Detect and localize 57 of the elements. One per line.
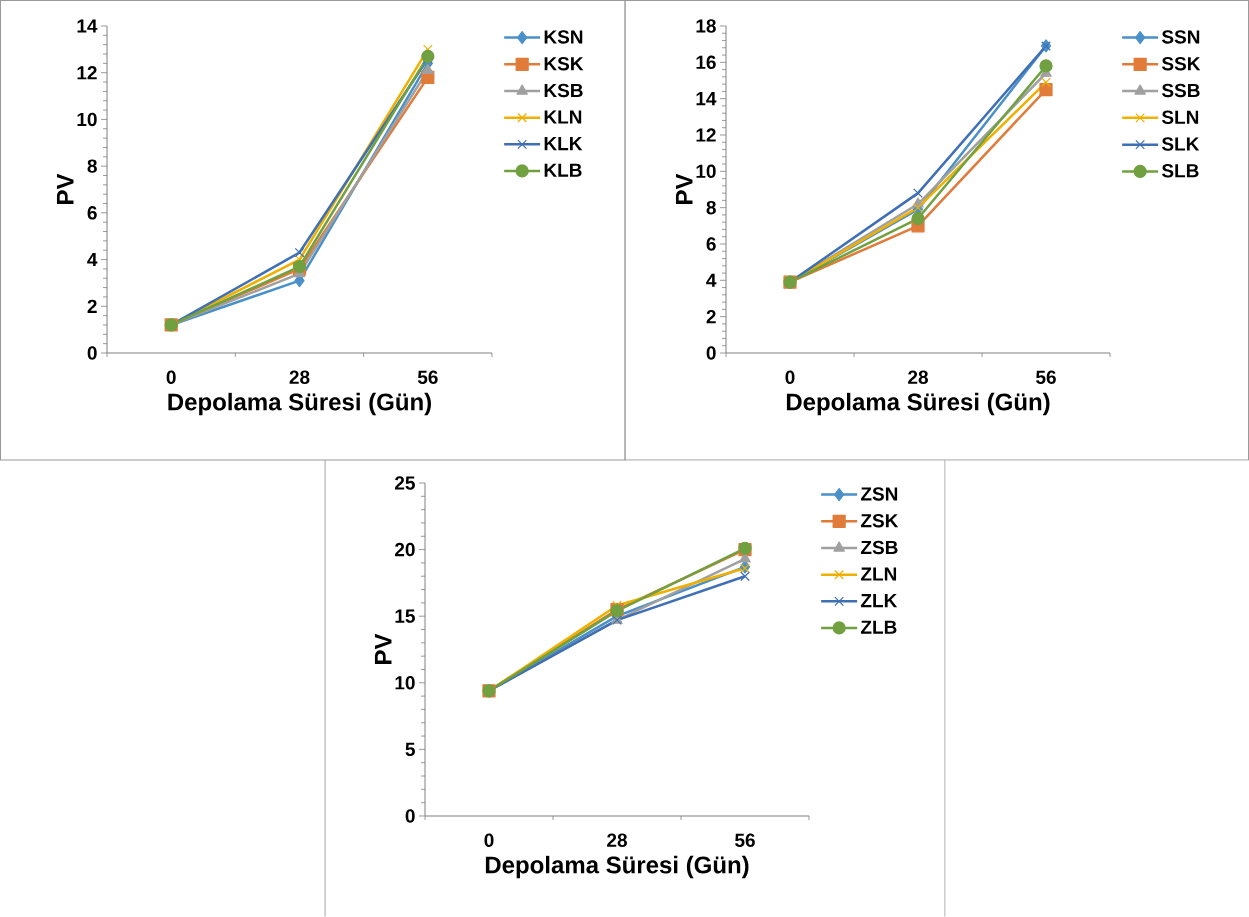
y-tick-label: 14 bbox=[77, 19, 98, 33]
y-tick-label: 10 bbox=[77, 112, 97, 127]
y-tick-label: 2 bbox=[706, 310, 716, 324]
y-tick-label: 4 bbox=[706, 273, 717, 287]
legend-label: SSN bbox=[1161, 30, 1200, 44]
x-tick-label: 28 bbox=[607, 833, 627, 847]
x-axis-title: Depolama Süresi (Gün) bbox=[786, 392, 1050, 416]
legend-label: KSK bbox=[544, 56, 584, 71]
legend-label: ZSK bbox=[860, 513, 899, 528]
y-tick-label: 8 bbox=[706, 200, 716, 215]
legend-label: ZSB bbox=[860, 540, 898, 555]
legend-label: ZLK bbox=[860, 594, 898, 608]
legend-label: KLB bbox=[544, 163, 582, 177]
x-tick-label: 56 bbox=[735, 833, 755, 847]
legend-label: KLK bbox=[544, 137, 583, 151]
y-tick-label: 6 bbox=[706, 237, 716, 251]
y-tick-label: 12 bbox=[696, 128, 716, 142]
y-tick-label: 12 bbox=[77, 66, 97, 80]
y-tick-label: 15 bbox=[395, 609, 415, 623]
y-tick-label: 4 bbox=[87, 253, 98, 267]
y-tick-label: 0 bbox=[706, 346, 716, 360]
legend-label: ZLB bbox=[860, 620, 897, 634]
x-tick-label: 56 bbox=[1036, 370, 1056, 384]
x-tick-label: 0 bbox=[785, 370, 795, 384]
y-tick-label: 18 bbox=[696, 19, 716, 33]
y-tick-label: 8 bbox=[87, 159, 97, 173]
y-tick-label: 0 bbox=[405, 809, 415, 823]
legend-label: SLK bbox=[1161, 137, 1200, 151]
x-tick-label: 28 bbox=[289, 370, 310, 384]
y-tick-label: 6 bbox=[87, 206, 97, 220]
y-axis-title: PV bbox=[675, 173, 693, 204]
y-tick-label: 14 bbox=[696, 92, 717, 106]
y-tick-label: 2 bbox=[87, 299, 97, 313]
x-tick-label: 28 bbox=[908, 370, 928, 384]
y-tick-label: 16 bbox=[696, 55, 716, 70]
y-tick-label: 20 bbox=[395, 542, 415, 557]
y-axis-title: PV bbox=[374, 633, 392, 664]
legend-label: KSN bbox=[544, 30, 583, 44]
legend-label: SSB bbox=[1161, 83, 1200, 98]
x-tick-label: 56 bbox=[417, 370, 438, 384]
y-tick-label: 10 bbox=[395, 676, 415, 690]
legend-label: KLN bbox=[544, 110, 582, 124]
y-tick-label: 0 bbox=[87, 346, 97, 360]
legend-label: SLN bbox=[1161, 110, 1199, 124]
legend-label: KSB bbox=[544, 83, 583, 98]
legend-label: ZSN bbox=[860, 487, 898, 501]
legend-label: SSK bbox=[1161, 56, 1201, 71]
x-tick-label: 0 bbox=[484, 833, 494, 847]
legend-label: ZLN bbox=[860, 567, 897, 581]
legend-label: SLB bbox=[1161, 164, 1199, 178]
y-tick-label: 25 bbox=[395, 476, 415, 490]
y-axis-title: PV bbox=[56, 173, 74, 204]
y-tick-label: 5 bbox=[405, 742, 415, 757]
y-tick-label: 10 bbox=[696, 164, 716, 179]
x-axis-title: Depolama Süresi (Gün) bbox=[168, 392, 431, 416]
x-axis-title: Depolama Süresi (Gün) bbox=[485, 855, 749, 879]
x-tick-label: 0 bbox=[166, 370, 176, 384]
